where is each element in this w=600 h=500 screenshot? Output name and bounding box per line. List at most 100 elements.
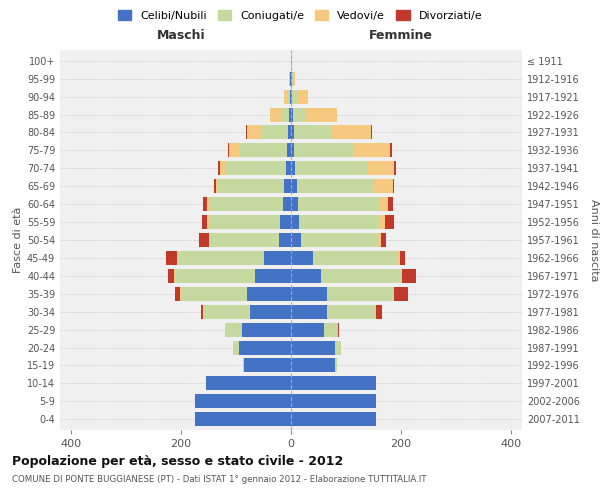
Bar	[307, 108, 337, 122]
Bar	[400, 251, 406, 265]
Bar	[255, 269, 291, 283]
Bar	[289, 108, 291, 122]
Bar	[335, 358, 337, 372]
Bar	[394, 287, 407, 301]
Bar	[291, 126, 294, 140]
Bar	[338, 322, 340, 336]
Text: Femmine: Femmine	[369, 29, 433, 42]
Bar	[401, 269, 402, 283]
Bar	[379, 215, 385, 229]
Bar	[228, 144, 229, 158]
Bar	[380, 197, 388, 211]
Bar	[327, 304, 376, 318]
Bar	[398, 251, 400, 265]
Bar	[378, 233, 380, 247]
Bar	[203, 197, 208, 211]
Bar	[240, 144, 287, 158]
Bar	[202, 304, 203, 318]
Text: Maschi: Maschi	[157, 29, 205, 42]
Bar	[301, 233, 378, 247]
Bar	[354, 144, 390, 158]
Bar	[209, 233, 210, 247]
Bar	[291, 215, 299, 229]
Bar	[229, 144, 240, 158]
Bar	[283, 197, 291, 211]
Bar	[393, 287, 394, 301]
Bar	[241, 322, 291, 336]
Bar	[281, 108, 289, 122]
Bar	[291, 162, 295, 175]
Bar	[209, 215, 280, 229]
Bar	[280, 215, 291, 229]
Bar	[284, 179, 291, 193]
Bar	[296, 90, 308, 104]
Bar	[313, 251, 398, 265]
Bar	[327, 287, 393, 301]
Bar	[394, 162, 396, 175]
Bar	[286, 162, 291, 175]
Bar	[324, 322, 338, 336]
Bar	[202, 215, 208, 229]
Bar	[284, 90, 287, 104]
Bar	[291, 376, 376, 390]
Y-axis label: Fasce di età: Fasce di età	[13, 207, 23, 273]
Bar	[291, 322, 324, 336]
Bar	[295, 162, 367, 175]
Bar	[292, 72, 293, 86]
Bar	[293, 72, 295, 86]
Bar	[178, 251, 263, 265]
Bar	[175, 287, 180, 301]
Bar	[288, 126, 291, 140]
Bar	[166, 251, 177, 265]
Bar	[298, 197, 380, 211]
Text: COMUNE DI PONTE BUGGIANESE (PT) - Dati ISTAT 1° gennaio 2012 - Elaborazione TUTT: COMUNE DI PONTE BUGGIANESE (PT) - Dati I…	[12, 475, 427, 484]
Bar	[180, 287, 181, 301]
Bar	[250, 304, 291, 318]
Bar	[291, 251, 313, 265]
Bar	[210, 233, 279, 247]
Bar	[335, 340, 341, 354]
Bar	[291, 304, 327, 318]
Legend: Celibi/Nubili, Coniugati/e, Vedovi/e, Divorziati/e: Celibi/Nubili, Coniugati/e, Vedovi/e, Di…	[113, 6, 487, 25]
Bar	[208, 197, 209, 211]
Bar	[206, 376, 291, 390]
Text: Popolazione per età, sesso e stato civile - 2012: Popolazione per età, sesso e stato civil…	[12, 455, 343, 468]
Bar	[218, 179, 284, 193]
Bar	[177, 251, 178, 265]
Bar	[291, 394, 376, 408]
Bar	[296, 179, 373, 193]
Bar	[291, 108, 293, 122]
Bar	[390, 144, 392, 158]
Bar	[380, 233, 386, 247]
Bar	[291, 90, 292, 104]
Bar	[294, 126, 332, 140]
Bar	[291, 287, 327, 301]
Bar	[244, 358, 291, 372]
Bar	[371, 126, 372, 140]
Bar	[220, 162, 225, 175]
Bar	[247, 126, 261, 140]
Bar	[299, 215, 379, 229]
Bar	[239, 340, 291, 354]
Bar	[291, 412, 376, 426]
Bar	[292, 90, 296, 104]
Bar	[233, 340, 239, 354]
Bar	[175, 269, 176, 283]
Bar	[393, 179, 394, 193]
Bar	[279, 233, 291, 247]
Bar	[195, 412, 291, 426]
Bar	[270, 108, 281, 122]
Bar	[373, 179, 393, 193]
Bar	[376, 304, 382, 318]
Bar	[263, 251, 291, 265]
Bar	[388, 197, 393, 211]
Bar	[293, 108, 307, 122]
Bar	[261, 126, 288, 140]
Bar	[181, 287, 247, 301]
Bar	[209, 197, 283, 211]
Bar	[225, 322, 241, 336]
Bar	[208, 215, 209, 229]
Bar	[176, 269, 255, 283]
Bar	[195, 394, 291, 408]
Bar	[199, 233, 209, 247]
